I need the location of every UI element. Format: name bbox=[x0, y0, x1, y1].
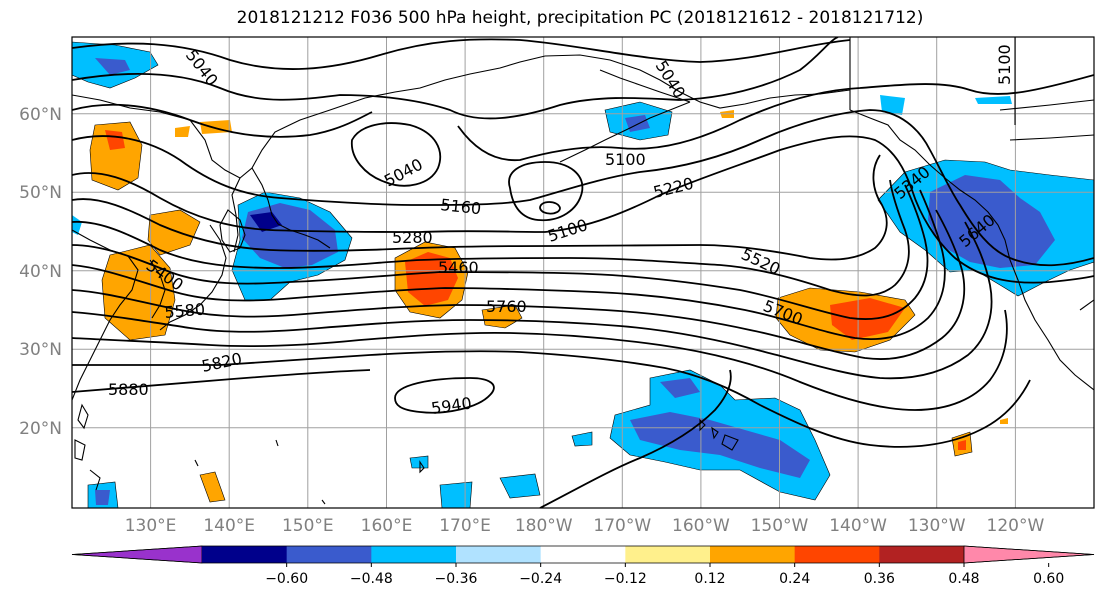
lon-label: 140°E bbox=[203, 516, 255, 536]
lat-label: 40°N bbox=[19, 262, 62, 282]
height-contours bbox=[72, 37, 1094, 508]
map-frame bbox=[71, 36, 1095, 509]
contour-label: 5580 bbox=[164, 300, 206, 322]
colorbar-tick-label: 0.60 bbox=[1033, 571, 1064, 587]
contour-label: 5100 bbox=[995, 44, 1014, 85]
colorbar-extend-low bbox=[71, 545, 203, 564]
colorbar-segment bbox=[710, 546, 796, 563]
colorbar-segment bbox=[625, 546, 711, 563]
coastlines bbox=[72, 37, 1094, 505]
colorbar-tick-label: −0.60 bbox=[265, 571, 308, 587]
lon-label: 180°W bbox=[515, 516, 573, 536]
lon-label: 170°W bbox=[593, 516, 651, 536]
colorbar-tick-label: −0.48 bbox=[350, 571, 393, 587]
colorbar-tick-label: 0.12 bbox=[694, 571, 725, 587]
latitude-labels: 60°N 50°N 40°N 30°N 20°N bbox=[19, 105, 62, 439]
colorbar-extend-high bbox=[963, 545, 1095, 564]
colorbar-tick-label: 0.36 bbox=[864, 571, 895, 587]
colorbar-tick-label: −0.12 bbox=[604, 571, 647, 587]
colorbar-segment bbox=[879, 546, 965, 563]
colorbar-segment bbox=[794, 546, 880, 563]
colorbar-segment bbox=[540, 546, 626, 563]
contour-label: 5460 bbox=[438, 258, 479, 277]
colorbar-tick-label: 0.48 bbox=[948, 571, 979, 587]
lon-label: 150°E bbox=[282, 516, 334, 536]
contour-label: 5280 bbox=[392, 228, 433, 247]
lat-label: 50°N bbox=[19, 183, 62, 203]
lon-label: 140°W bbox=[829, 516, 887, 536]
longitude-labels: 130°E 140°E 150°E 160°E 170°E 180°W 170°… bbox=[125, 516, 1045, 536]
lat-label: 60°N bbox=[19, 105, 62, 125]
lon-label: 160°W bbox=[672, 516, 730, 536]
map-title: 2018121212 F036 500 hPa height, precipit… bbox=[236, 8, 924, 28]
colorbar: −0.60 −0.48 −0.36 −0.24 −0.12 0.12 0.24 0.36 0.4… bbox=[71, 545, 1095, 587]
colorbar-tick-label: 0.24 bbox=[779, 571, 810, 587]
colorbar-segment bbox=[202, 546, 288, 563]
colorbar-segment bbox=[456, 546, 542, 563]
lon-label: 130°E bbox=[125, 516, 177, 536]
colorbar-tick-label: −0.24 bbox=[519, 571, 562, 587]
lon-label: 150°W bbox=[751, 516, 809, 536]
colorbar-tick-label: −0.36 bbox=[435, 571, 478, 587]
lat-label: 20°N bbox=[19, 419, 62, 439]
colorbar-segment bbox=[371, 546, 457, 563]
lat-label: 30°N bbox=[19, 340, 62, 360]
contour-label: 5100 bbox=[605, 150, 646, 169]
contour-label: 5160 bbox=[440, 195, 482, 218]
colorbar-segment bbox=[286, 546, 372, 563]
contour-label: 5880 bbox=[108, 380, 149, 399]
lon-label: 130°W bbox=[908, 516, 966, 536]
lon-label: 160°E bbox=[361, 516, 413, 536]
lon-label: 120°W bbox=[987, 516, 1045, 536]
lon-label: 170°E bbox=[439, 516, 491, 536]
contour-label: 5760 bbox=[486, 297, 527, 316]
colorbar-outline bbox=[71, 545, 1095, 564]
